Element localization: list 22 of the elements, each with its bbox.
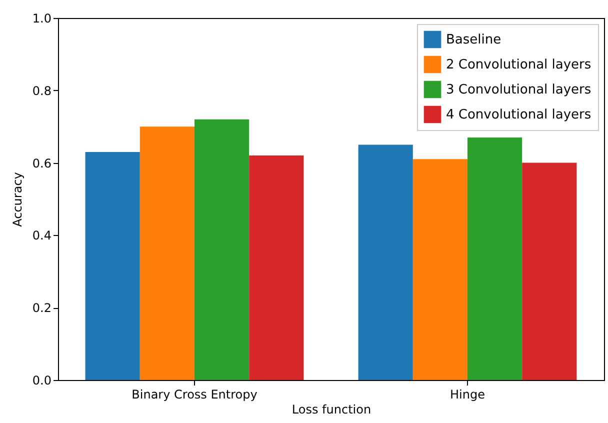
bar [522, 162, 577, 380]
bar [85, 152, 140, 380]
legend-label: Baseline [446, 32, 502, 48]
x-tick-label: Hinge [450, 388, 485, 402]
x-axis-title: Loss function [292, 402, 372, 416]
y-axis-title: Accuracy [10, 172, 24, 227]
y-tick-label: 0.6 [32, 156, 52, 170]
legend-label: 2 Convolutional layers [446, 58, 592, 72]
x-tick-label: Binary Cross Entropy [132, 388, 258, 402]
bar [358, 144, 413, 380]
legend-label: 3 Convolutional layers [446, 82, 592, 98]
y-tick-label: 0.8 [32, 84, 52, 98]
y-tick-label: 1.0 [32, 12, 52, 26]
y-tick-label: 0.4 [32, 228, 52, 243]
y-tick-label: 0.2 [32, 301, 52, 316]
bar [140, 126, 194, 380]
bar [468, 137, 522, 380]
bar [194, 119, 250, 380]
legend-label: 4 Convolutional layers [446, 108, 592, 122]
bar [412, 159, 468, 380]
bar [249, 156, 304, 380]
y-tick-label: 0.0 [32, 374, 52, 388]
